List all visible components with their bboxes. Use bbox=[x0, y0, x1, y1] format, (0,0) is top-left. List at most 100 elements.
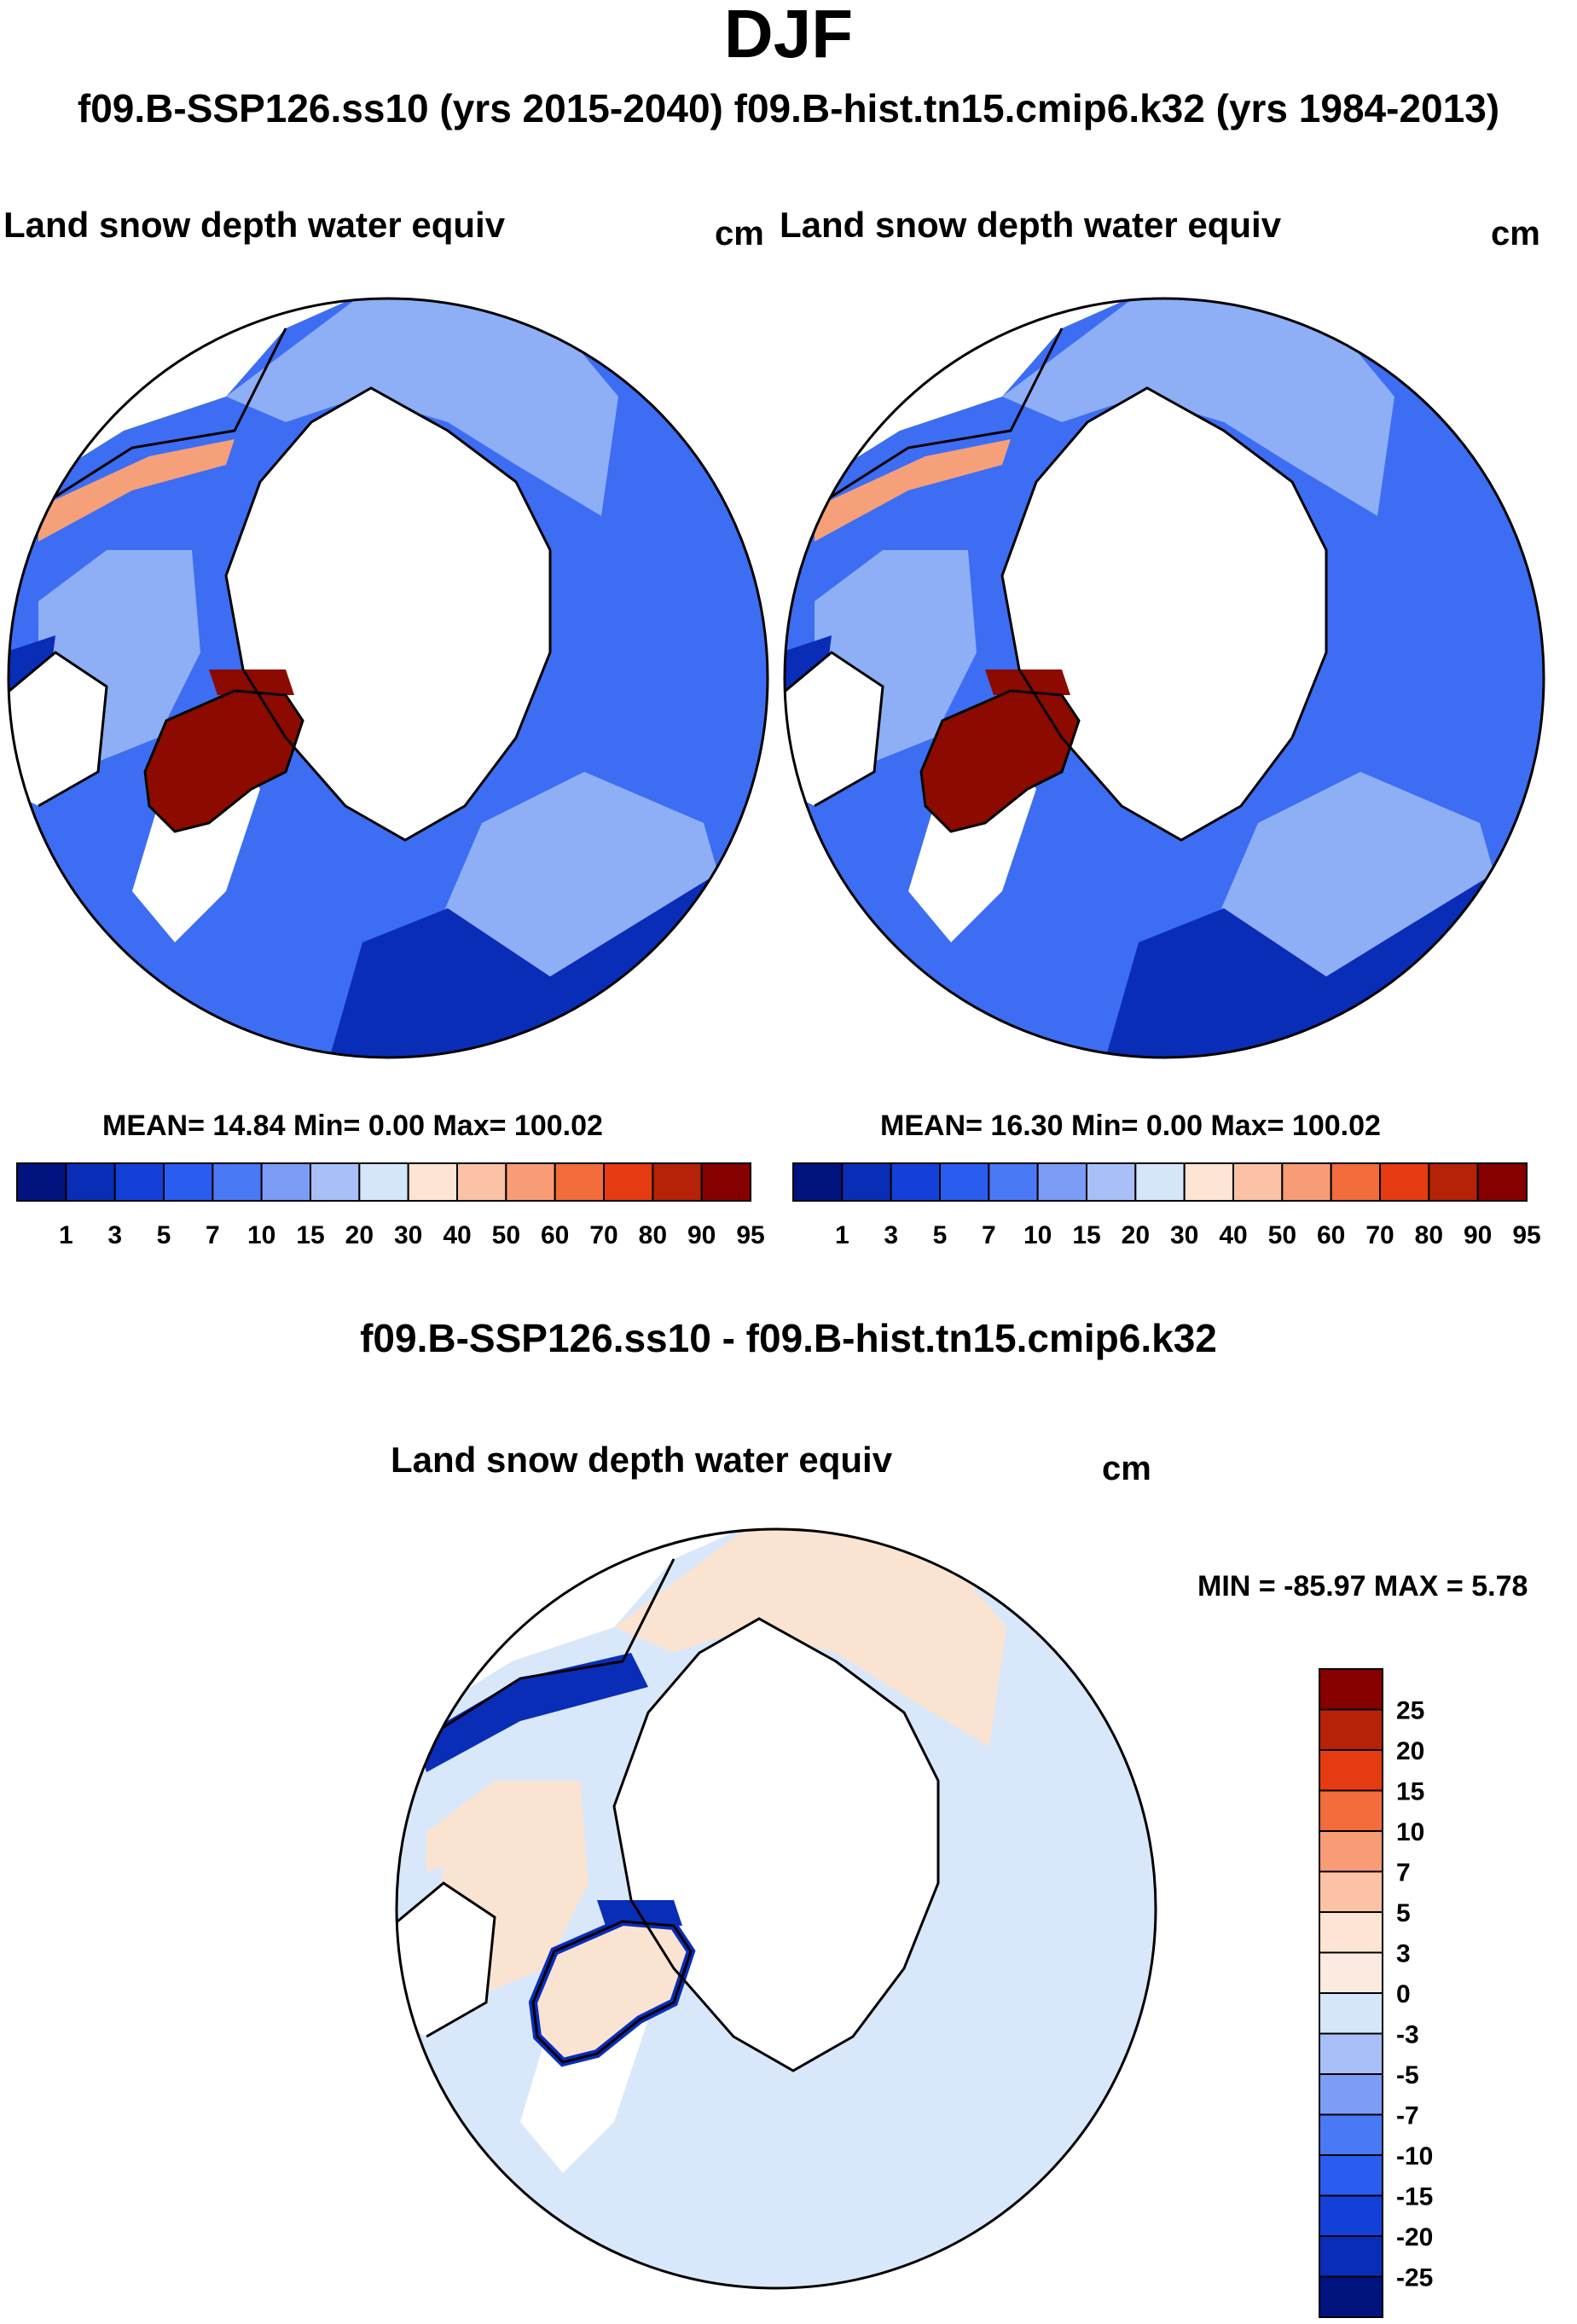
panel2-colorbar-tick-12: 80 bbox=[1415, 1221, 1443, 1249]
panel1-colorbar-tick-5: 15 bbox=[296, 1221, 324, 1249]
diff-map-hudson-bay bbox=[397, 1883, 495, 2037]
diff-map-greenland-coast bbox=[531, 1920, 693, 2064]
panel2-colorbar-tick-11: 70 bbox=[1365, 1221, 1394, 1249]
panel2-map-greenland bbox=[921, 691, 1079, 832]
panel2-colorbar-swatch-7 bbox=[1134, 1162, 1186, 1202]
diff-map bbox=[395, 1527, 1157, 2290]
panel1-map-arctic-ocean bbox=[226, 388, 550, 840]
panel1-map-alaska-coast bbox=[38, 327, 287, 509]
panel2-colorbar-swatch-13 bbox=[1428, 1162, 1479, 1202]
panel2-map-arctic-ocean bbox=[1002, 388, 1326, 840]
panel1-colorbar-swatch-3 bbox=[163, 1162, 214, 1202]
panel2-colorbar-tick-13: 90 bbox=[1464, 1221, 1492, 1249]
panel2-colorbar-tick-14: 95 bbox=[1512, 1221, 1540, 1249]
diff-colorbar-swatch-6 bbox=[1319, 1911, 1383, 1954]
panel2-colorbar-tick-1: 3 bbox=[884, 1221, 898, 1249]
panel1-colorbar-tick-8: 40 bbox=[443, 1221, 471, 1249]
panel1-map-hudson-bay bbox=[9, 652, 107, 806]
panel1-title: Land snow depth water equiv bbox=[3, 205, 506, 245]
diff-colorbar-swatch-15 bbox=[1319, 2275, 1383, 2318]
diff-colorbar-tick-6: 3 bbox=[1396, 1940, 1411, 1968]
panel1-min-label: Min= bbox=[293, 1110, 361, 1142]
panel2-colorbar-swatch-14 bbox=[1476, 1162, 1528, 1202]
panel1-colorbar-swatch-9 bbox=[456, 1162, 507, 1202]
diff-colorbar-tick-10: -7 bbox=[1396, 2102, 1419, 2130]
panel2-map-hudson-bay bbox=[785, 652, 883, 806]
diff-colorbar-tick-11: -10 bbox=[1396, 2142, 1433, 2170]
diff-colorbar-swatch-10 bbox=[1319, 2073, 1383, 2116]
panel2-mean: 16.30 bbox=[990, 1110, 1064, 1142]
diff-colorbar: 25 20 15 10 7 5 3 0 -3 -5 -7 -10 -15 -20 -25 bbox=[1319, 1668, 1433, 2318]
diff-colorbar-swatch-13 bbox=[1319, 2194, 1383, 2237]
panel2-colorbar-swatch-10 bbox=[1281, 1162, 1332, 1202]
panel1-colorbar-swatch-6 bbox=[310, 1162, 361, 1202]
diff-map-coastline bbox=[612, 1617, 940, 2072]
panel1-colorbar-tick-10: 60 bbox=[541, 1221, 569, 1249]
diff-colorbar-swatch-9 bbox=[1319, 2032, 1383, 2075]
page-title: DJF bbox=[723, 0, 854, 72]
panel2-map-alaska-coast bbox=[814, 327, 1064, 509]
panel2-units: cm bbox=[1491, 215, 1540, 252]
panel1-stats: MEAN= 14.84 Min= 0.00 Max= 100.02 bbox=[102, 1110, 603, 1143]
page-subtitle: f09.B-SSP126.ss10 (yrs 2015-2040) f09.B-… bbox=[77, 86, 1500, 130]
panel1-colorbar-tick-9: 50 bbox=[492, 1221, 520, 1249]
panel2-colorbar-swatch-4 bbox=[988, 1162, 1039, 1202]
panel1-colorbar-tick-6: 20 bbox=[345, 1221, 374, 1249]
diff-colorbar-swatch-8 bbox=[1319, 1992, 1383, 2035]
panel1-map-hudson-coast bbox=[9, 651, 108, 808]
diff-colorbar-swatch-2 bbox=[1319, 1749, 1383, 1792]
panel2-map-strip-positive bbox=[815, 439, 1011, 542]
diff-colorbar-tick-8: -3 bbox=[1396, 2021, 1419, 2049]
panel2-colorbar-swatch-5 bbox=[1036, 1162, 1087, 1202]
diff-colorbar-tick-12: -15 bbox=[1396, 2183, 1433, 2211]
panel1-max: 100.02 bbox=[513, 1110, 603, 1142]
diff-colorbar-swatch-3 bbox=[1319, 1789, 1383, 1832]
panel1-colorbar-swatch-5 bbox=[260, 1162, 311, 1202]
diff-map-strip-negative bbox=[418, 1653, 648, 1772]
diff-colorbar-swatch-4 bbox=[1319, 1830, 1383, 1873]
diff-colorbar-tick-7: 0 bbox=[1396, 1980, 1411, 2008]
panel1-map-land-north bbox=[226, 298, 618, 516]
panel2-stats: MEAN= 16.30 Min= 0.00 Max= 100.02 bbox=[880, 1110, 1381, 1143]
panel1-colorbar-tick-1: 3 bbox=[107, 1221, 122, 1249]
panel2-min: 0.00 bbox=[1145, 1110, 1203, 1142]
panel1-colorbar-tick-3: 7 bbox=[206, 1221, 220, 1249]
diff-colorbar-tick-0: 25 bbox=[1396, 1697, 1424, 1725]
diff-map-arctic-ocean bbox=[614, 1619, 938, 2071]
panel2-colorbar-tick-0: 1 bbox=[835, 1221, 849, 1249]
panel1-mean-label: MEAN= bbox=[102, 1110, 205, 1142]
diff-title: Land snow depth water equiv bbox=[391, 1440, 893, 1480]
panel1-colorbar-tick-11: 70 bbox=[589, 1221, 617, 1249]
diff-colorbar-swatch-1 bbox=[1319, 1708, 1383, 1751]
diff-colorbar-tick-13: -20 bbox=[1396, 2223, 1433, 2252]
panel2-colorbar-swatch-9 bbox=[1232, 1162, 1284, 1202]
panel2-max-label: Max= bbox=[1210, 1110, 1284, 1142]
diff-colorbar-tick-1: 20 bbox=[1396, 1737, 1424, 1765]
panel2-colorbar-tick-6: 20 bbox=[1122, 1221, 1150, 1249]
panel1-mean: 14.84 bbox=[212, 1110, 286, 1142]
panel1-map-coastline bbox=[224, 386, 552, 842]
panel2-title: Land snow depth water equiv bbox=[780, 205, 1282, 245]
panel2-colorbar-tick-7: 30 bbox=[1170, 1221, 1198, 1249]
diff-colorbar-tick-5: 5 bbox=[1396, 1899, 1411, 1927]
panel1-colorbar-tick-4: 10 bbox=[247, 1221, 275, 1249]
diff-map-hudson-coast bbox=[397, 1881, 496, 2038]
panel1-colorbar-tick-12: 80 bbox=[639, 1221, 667, 1249]
diff-colorbar-tick-3: 10 bbox=[1396, 1818, 1424, 1846]
panel1-colorbar-swatch-14 bbox=[700, 1162, 752, 1202]
panel2-map-hudson-coast bbox=[785, 651, 884, 808]
panel2-colorbar-swatch-6 bbox=[1086, 1162, 1137, 1202]
diff-units: cm bbox=[1102, 1450, 1151, 1487]
diff-heading: f09.B-SSP126.ss10 - f09.B-hist.tn15.cmip… bbox=[360, 1316, 1217, 1360]
panel1-colorbar-tick-7: 30 bbox=[394, 1221, 422, 1249]
panel2-colorbar: 1 3 5 7 10 15 20 30 40 50 60 70 80 90 95 bbox=[792, 1162, 1541, 1249]
panel2-colorbar-tick-10: 60 bbox=[1317, 1221, 1345, 1249]
panel1-colorbar-tick-14: 95 bbox=[736, 1221, 764, 1249]
panel1-colorbar-swatch-13 bbox=[652, 1162, 703, 1202]
diff-colorbar-tick-2: 15 bbox=[1396, 1778, 1424, 1806]
panel2-mean-label: MEAN= bbox=[880, 1110, 983, 1142]
panel2-colorbar-swatch-1 bbox=[841, 1162, 892, 1202]
panel2-colorbar-swatch-3 bbox=[939, 1162, 990, 1202]
diff-colorbar-swatch-14 bbox=[1319, 2235, 1383, 2278]
diff-map-alaska-coast bbox=[426, 1558, 675, 1740]
